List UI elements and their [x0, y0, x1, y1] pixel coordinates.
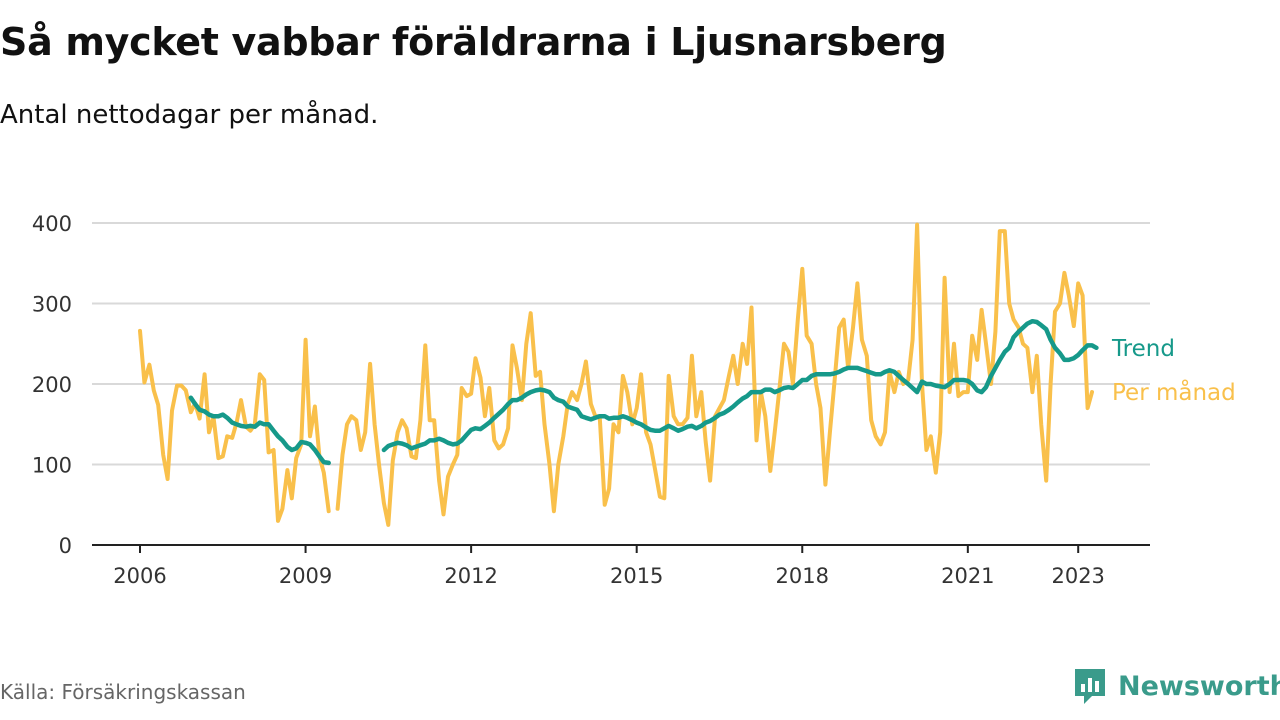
x-axis: 2006 2009 2012 2015 2018 2021 2023	[92, 544, 1150, 588]
monthly-line-segment-1	[138, 328, 331, 523]
x-tick-label-2006: 2006	[113, 564, 166, 588]
chart-title: Så mycket vabbar föräldrarna i Ljusnarsb…	[0, 20, 947, 64]
y-tick-label-100: 100	[32, 454, 72, 478]
y-tick-label-0: 0	[59, 534, 72, 558]
trend-label: Trend	[1111, 336, 1175, 362]
newsworthy-logo-text: Newsworthy	[1118, 670, 1280, 702]
newsworthy-logo-icon	[1075, 669, 1105, 704]
y-tick-label-400: 400	[32, 212, 72, 236]
x-tick-label-2009: 2009	[279, 564, 332, 588]
trend-line-segment-2	[381, 318, 1099, 453]
x-tick-label-2018: 2018	[776, 564, 829, 588]
series-labels: Trend Per månad	[1111, 336, 1236, 406]
trend-line-segment-1	[188, 395, 331, 466]
monthly-label: Per månad	[1112, 378, 1236, 406]
source-note: Källa: Försäkringskassan	[0, 680, 246, 704]
x-tick-label-2012: 2012	[444, 564, 497, 588]
y-axis-ticks: 0 100 200 300 400	[32, 212, 72, 558]
chart-subtitle: Antal nettodagar per månad.	[0, 100, 379, 130]
newsworthy-logo: Newsworthy	[1072, 666, 1280, 706]
x-tick-label-2021: 2021	[941, 564, 994, 588]
monthly-line-segment-2	[335, 222, 1094, 527]
x-tick-label-2023: 2023	[1051, 564, 1104, 588]
x-tick-label-2015: 2015	[610, 564, 663, 588]
y-tick-label-300: 300	[32, 293, 72, 317]
series-lines	[138, 222, 1099, 527]
y-tick-label-200: 200	[32, 373, 72, 397]
